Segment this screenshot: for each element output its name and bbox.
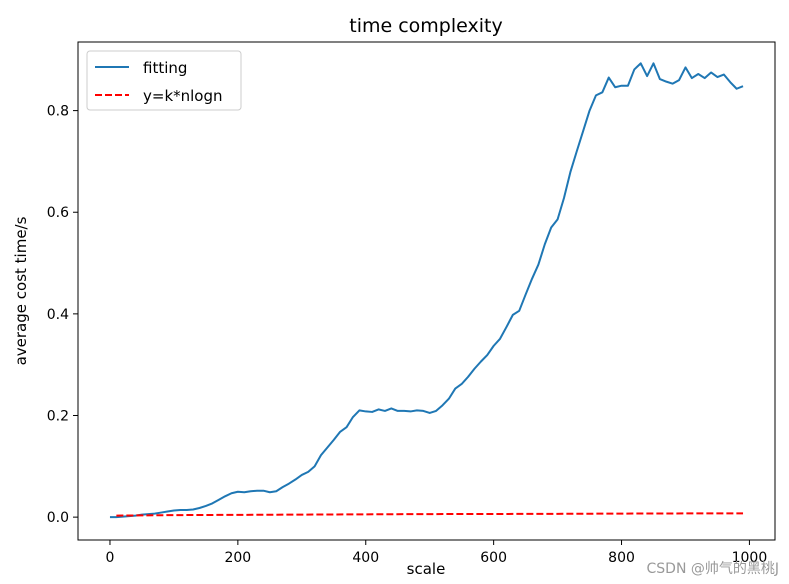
watermark: CSDN @帅气的黑桃J [646,561,780,577]
y-tick-label: 0.4 [47,307,69,323]
y-tick-label: 0.8 [47,104,69,120]
legend: fitting y=k*nlogn [86,50,242,111]
x-tick-label: 400 [352,550,379,566]
x-tick-label: 200 [224,550,251,566]
y-axis-label: average cost time/s [12,216,30,365]
y-tick-label: 0.2 [47,409,69,425]
axes-layer: 0 200 400 600 800 1000 0.0 0.2 0.4 0.6 0.8 [47,104,768,566]
x-tick-label: 800 [608,550,635,566]
chart-title: time complexity [349,15,502,37]
x-tick-label: 600 [480,550,507,566]
series-line-1 [116,512,744,517]
plot-frame [77,41,776,541]
x-tick-label: 1000 [732,550,768,566]
series-layer [109,62,744,519]
x-axis-label: scale [407,560,446,578]
legend-label-nlogn: y=k*nlogn [143,87,223,105]
y-tick-label: 0.6 [47,205,69,221]
legend-label-fitting: fitting [143,59,187,77]
y-tick-label: 0.0 [47,510,69,526]
x-tick-label: 0 [106,550,115,566]
series-line-0 [109,62,744,519]
